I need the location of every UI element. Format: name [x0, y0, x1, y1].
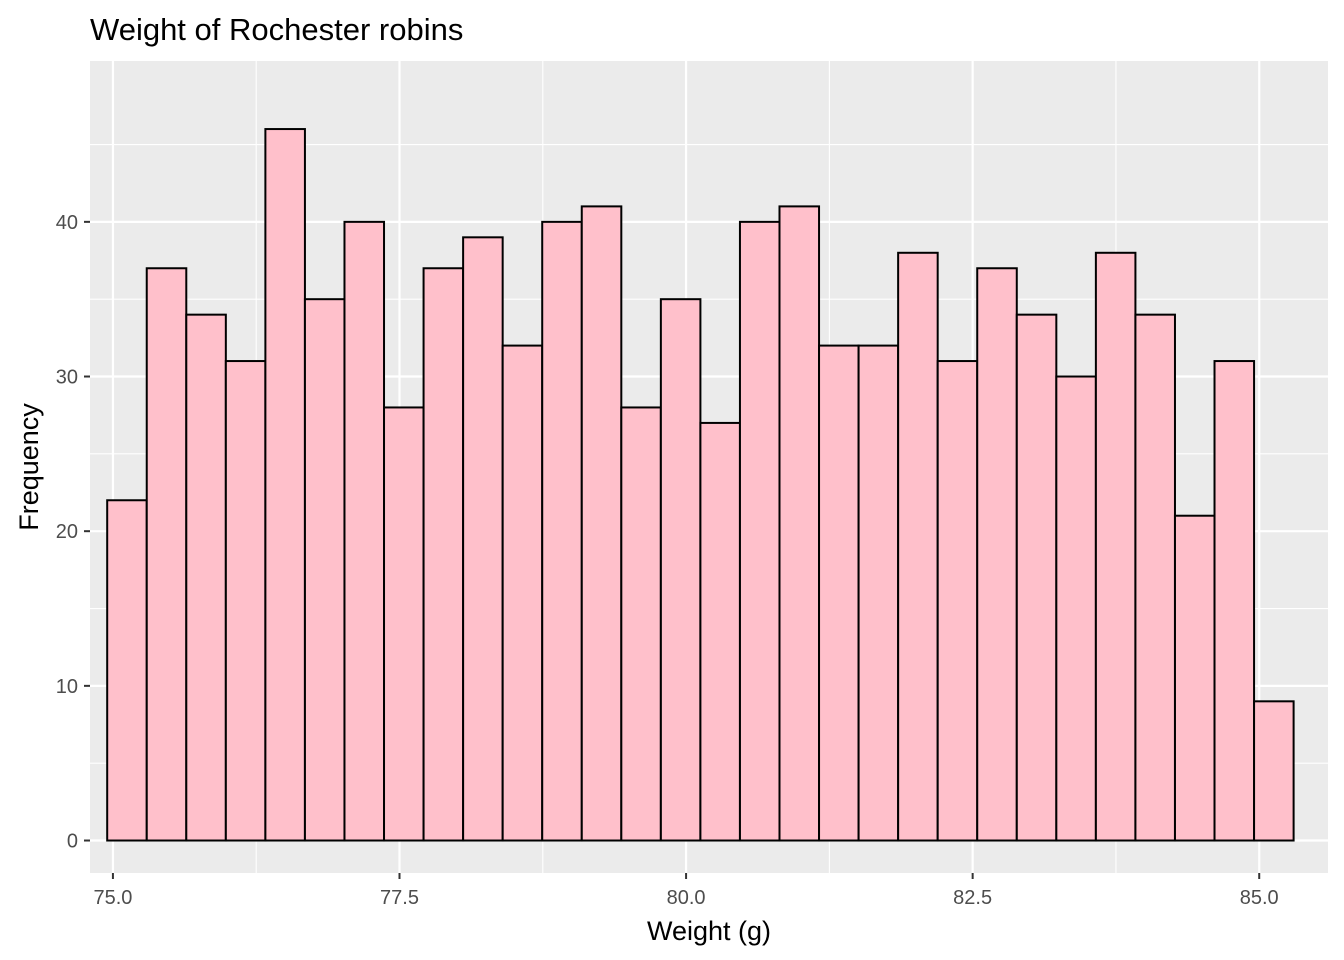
- histogram-bar: [224, 360, 267, 842]
- histogram-bar: [343, 220, 386, 842]
- y-tick-label: 0: [67, 831, 78, 853]
- histogram-bar: [1134, 313, 1176, 842]
- histogram-bar: [1015, 313, 1058, 842]
- histogram-bar: [1253, 700, 1295, 842]
- y-axis: 0 10 20 30 40: [56, 212, 90, 853]
- histogram-bar: [620, 406, 662, 842]
- histogram-bar: [501, 344, 544, 842]
- histogram-bar: [106, 499, 148, 842]
- histogram-bar: [145, 267, 188, 842]
- y-tick-label: 30: [56, 367, 78, 389]
- x-axis-title: Weight (g): [647, 916, 771, 946]
- histogram-bar: [462, 236, 504, 842]
- histogram-bar: [1213, 360, 1256, 842]
- histogram-bar: [936, 360, 979, 842]
- histogram-bar: [699, 421, 741, 842]
- histogram-bar: [738, 220, 781, 842]
- x-tick-label: 80.0: [667, 887, 706, 909]
- histogram-bar: [778, 205, 821, 842]
- x-tick-label: 82.5: [953, 887, 992, 909]
- chart-title: Weight of Rochester robins: [90, 12, 463, 47]
- histogram-bar: [1055, 375, 1097, 842]
- histogram-bar: [185, 313, 227, 842]
- x-tick-label: 85.0: [1240, 887, 1279, 909]
- x-tick-label: 77.5: [380, 887, 419, 909]
- y-tick-label: 10: [56, 676, 78, 698]
- histogram-bar: [383, 406, 425, 842]
- histogram-bars: [106, 128, 1295, 842]
- histogram-bar: [580, 205, 623, 842]
- histogram-bar: [976, 267, 1018, 842]
- histogram-bar: [1173, 514, 1216, 842]
- histogram-bar: [303, 298, 346, 842]
- y-tick-label: 40: [56, 212, 78, 234]
- histogram-bar: [897, 251, 939, 842]
- histogram-bar: [1094, 251, 1137, 842]
- x-axis: 75.0 77.5 80.0 82.5 85.0: [93, 873, 1279, 909]
- histogram-bar: [818, 344, 860, 842]
- y-tick-label: 20: [56, 521, 78, 543]
- histogram-bar: [857, 344, 900, 842]
- histogram-bar: [659, 298, 702, 842]
- histogram-bar: [541, 220, 583, 842]
- y-axis-title: Frequency: [14, 403, 44, 531]
- x-tick-label: 75.0: [93, 887, 132, 909]
- histogram-bar: [422, 267, 465, 842]
- histogram-bar: [264, 128, 306, 842]
